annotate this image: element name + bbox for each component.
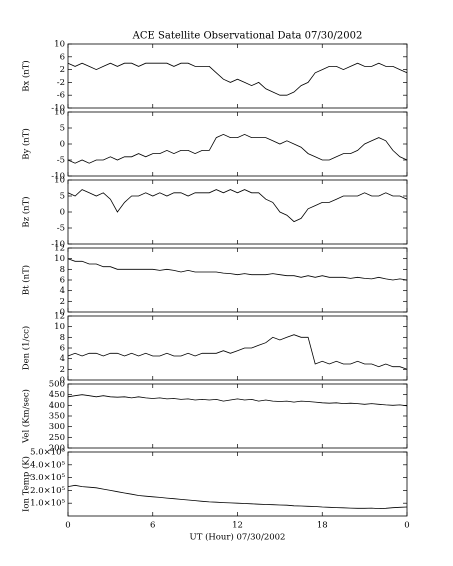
y-tick-label: 400 <box>49 401 65 411</box>
y-tick-label: 4 <box>60 354 65 364</box>
y-tick-label: 4 <box>60 286 65 296</box>
y-tick-label: 4.0×10⁵ <box>30 460 65 470</box>
data-line <box>67 394 408 407</box>
data-line <box>67 189 408 223</box>
y-tick-label: 6 <box>60 52 65 62</box>
x-tick-label: 6 <box>150 521 155 531</box>
plot-frame <box>67 111 408 177</box>
y-tick-label: 2 <box>60 365 65 375</box>
y-tick-label: 1.0×10⁵ <box>30 499 65 509</box>
y-tick-label: 0 <box>60 376 65 386</box>
x-tick-label: 18 <box>317 521 328 531</box>
y-tick-label: 10 <box>54 108 65 118</box>
y-tick-label: -10 <box>51 104 65 114</box>
y-axis-label: Bz (nT) <box>21 196 32 227</box>
y-tick-label: 5 <box>60 124 65 134</box>
x-tick-label: 0 <box>404 521 409 531</box>
data-line <box>67 62 408 96</box>
y-axis-label: Bt (nT) <box>21 265 32 295</box>
data-line <box>67 133 408 164</box>
data-line <box>67 484 408 510</box>
y-tick-label: 450 <box>49 390 65 400</box>
y-tick-label: 6 <box>60 344 65 354</box>
y-tick-label: 500 <box>49 380 65 390</box>
y-tick-label: 0 <box>60 308 65 318</box>
data-line <box>67 334 408 370</box>
y-tick-label: 8 <box>60 333 65 343</box>
plot-frame <box>67 247 408 313</box>
y-tick-label: 200 <box>49 444 65 454</box>
y-tick-label: -6 <box>57 91 65 101</box>
y-tick-label: 2 <box>60 65 65 75</box>
y-tick-label: 300 <box>49 422 65 432</box>
plot-frame <box>67 179 408 245</box>
y-tick-label: 0 <box>60 140 65 150</box>
y-axis-label: Vel (Km/sec) <box>21 389 32 444</box>
y-axis-label: By (nT) <box>21 128 32 160</box>
y-tick-label: 10 <box>54 254 65 264</box>
plot-frame <box>67 451 408 517</box>
y-tick-label: 12 <box>54 244 65 254</box>
y-tick-label: 3.0×10⁵ <box>30 473 65 483</box>
y-tick-label: -10 <box>51 240 65 250</box>
y-tick-label: -5 <box>57 156 65 166</box>
y-tick-label: 5 <box>60 192 65 202</box>
y-tick-label: 5.0×10⁵ <box>30 448 65 458</box>
y-tick-label: -5 <box>57 224 65 234</box>
y-tick-label: 8 <box>60 265 65 275</box>
y-tick-label: 0 <box>60 208 65 218</box>
y-tick-label: 350 <box>49 412 65 422</box>
x-axis-label: UT (Hour) 07/30/2002 <box>190 532 286 543</box>
plot-frame <box>67 383 408 449</box>
y-tick-label: -10 <box>51 172 65 182</box>
y-tick-label: -2 <box>57 78 65 88</box>
y-tick-label: 10 <box>54 176 65 186</box>
y-axis-label: Den (1/cc) <box>21 326 32 370</box>
x-tick-label: 0 <box>65 521 70 531</box>
y-axis-label: Ion Temp (K) <box>21 456 32 512</box>
plot-frame <box>67 43 408 109</box>
x-tick-label: 12 <box>232 521 243 531</box>
y-tick-label: 2.0×10⁵ <box>30 486 65 496</box>
data-line <box>67 258 408 281</box>
y-tick-label: 12 <box>54 312 65 322</box>
y-axis-label: Bx (nT) <box>21 60 32 92</box>
plot-frame <box>67 315 408 381</box>
chart-title: ACE Satellite Observational Data 07/30/2… <box>132 31 363 42</box>
y-tick-label: 10 <box>54 322 65 332</box>
y-tick-label: 10 <box>54 40 65 50</box>
y-tick-label: 250 <box>49 433 65 443</box>
y-tick-label: 6 <box>60 276 65 286</box>
y-tick-label: 2 <box>60 297 65 307</box>
